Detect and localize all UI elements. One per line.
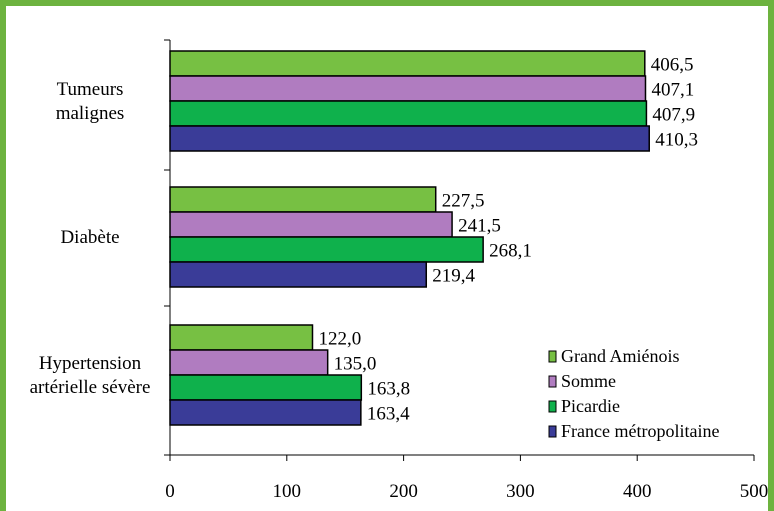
bar [169,125,650,152]
bar [169,374,363,401]
bar [169,186,437,213]
legend-entry: Somme [561,371,616,391]
category-label: Tumeurs [57,79,124,100]
x-tick-label: 200 [389,481,418,502]
data-label: 227,5 [442,191,485,212]
legend-entry: Grand Amiénois [561,346,680,366]
legend-swatch [548,375,557,388]
bar [169,75,647,102]
bar [169,100,648,127]
bar [169,261,428,288]
legend-entry: Picardie [561,396,620,416]
bar [169,236,484,263]
bar [169,399,362,426]
data-label: 407,9 [652,105,695,126]
legend-swatch [548,425,557,438]
x-tick-label: 500 [740,481,769,502]
data-label: 407,1 [651,80,694,101]
data-label: 219,4 [432,266,475,287]
legend-entry: France métropolitaine [561,421,719,441]
category-label: Hypertension [39,353,142,374]
data-label: 406,5 [651,55,694,76]
data-label: 163,4 [367,404,410,425]
bar [169,211,453,238]
data-label: 163,8 [367,379,410,400]
x-tick-label: 300 [506,481,535,502]
data-label: 410,3 [655,130,698,151]
category-label: Diabète [60,227,119,248]
legend-swatch [548,400,557,413]
data-label: 122,0 [318,329,361,350]
bar [169,50,646,77]
data-label: 268,1 [489,241,532,262]
data-label: 135,0 [334,354,377,375]
x-tick-label: 0 [165,481,175,502]
x-tick-label: 100 [273,481,302,502]
x-tick-label: 400 [623,481,652,502]
bar [169,324,314,351]
legend-swatch [548,350,557,363]
bar [169,349,329,376]
category-label: artérielle sévère [30,377,151,398]
data-label: 241,5 [458,216,501,237]
category-label: malignes [56,103,125,124]
